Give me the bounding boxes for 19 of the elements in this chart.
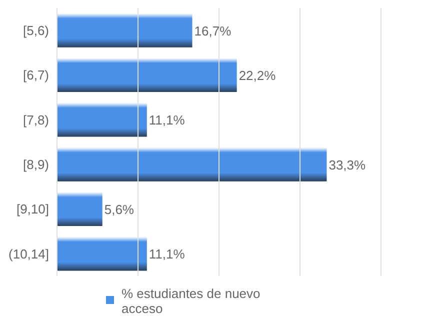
- y-tick-label: [7,8): [22, 112, 49, 128]
- data-label: 22,2%: [238, 68, 276, 84]
- data-label: 11,1%: [148, 246, 186, 262]
- y-tick-label: [6,7): [22, 68, 49, 83]
- legend-label: % estudiantes de nuevo acceso: [122, 286, 262, 316]
- bar: [57, 147, 327, 182]
- data-label: 11,1%: [148, 112, 186, 128]
- y-tick-label: [8,9): [22, 156, 49, 172]
- y-tick-label: [9,10]: [16, 202, 49, 217]
- bar: [57, 102, 147, 137]
- y-tick-label: [5,6): [22, 22, 49, 38]
- bar: [57, 236, 147, 271]
- y-tick-label: (10,14]: [8, 246, 49, 262]
- data-label: 16,7%: [194, 23, 232, 38]
- data-label: 33,3%: [328, 157, 366, 172]
- bar: [57, 13, 192, 48]
- data-label: 5,6%: [104, 202, 134, 218]
- bar: [57, 58, 237, 92]
- bar: [57, 192, 102, 226]
